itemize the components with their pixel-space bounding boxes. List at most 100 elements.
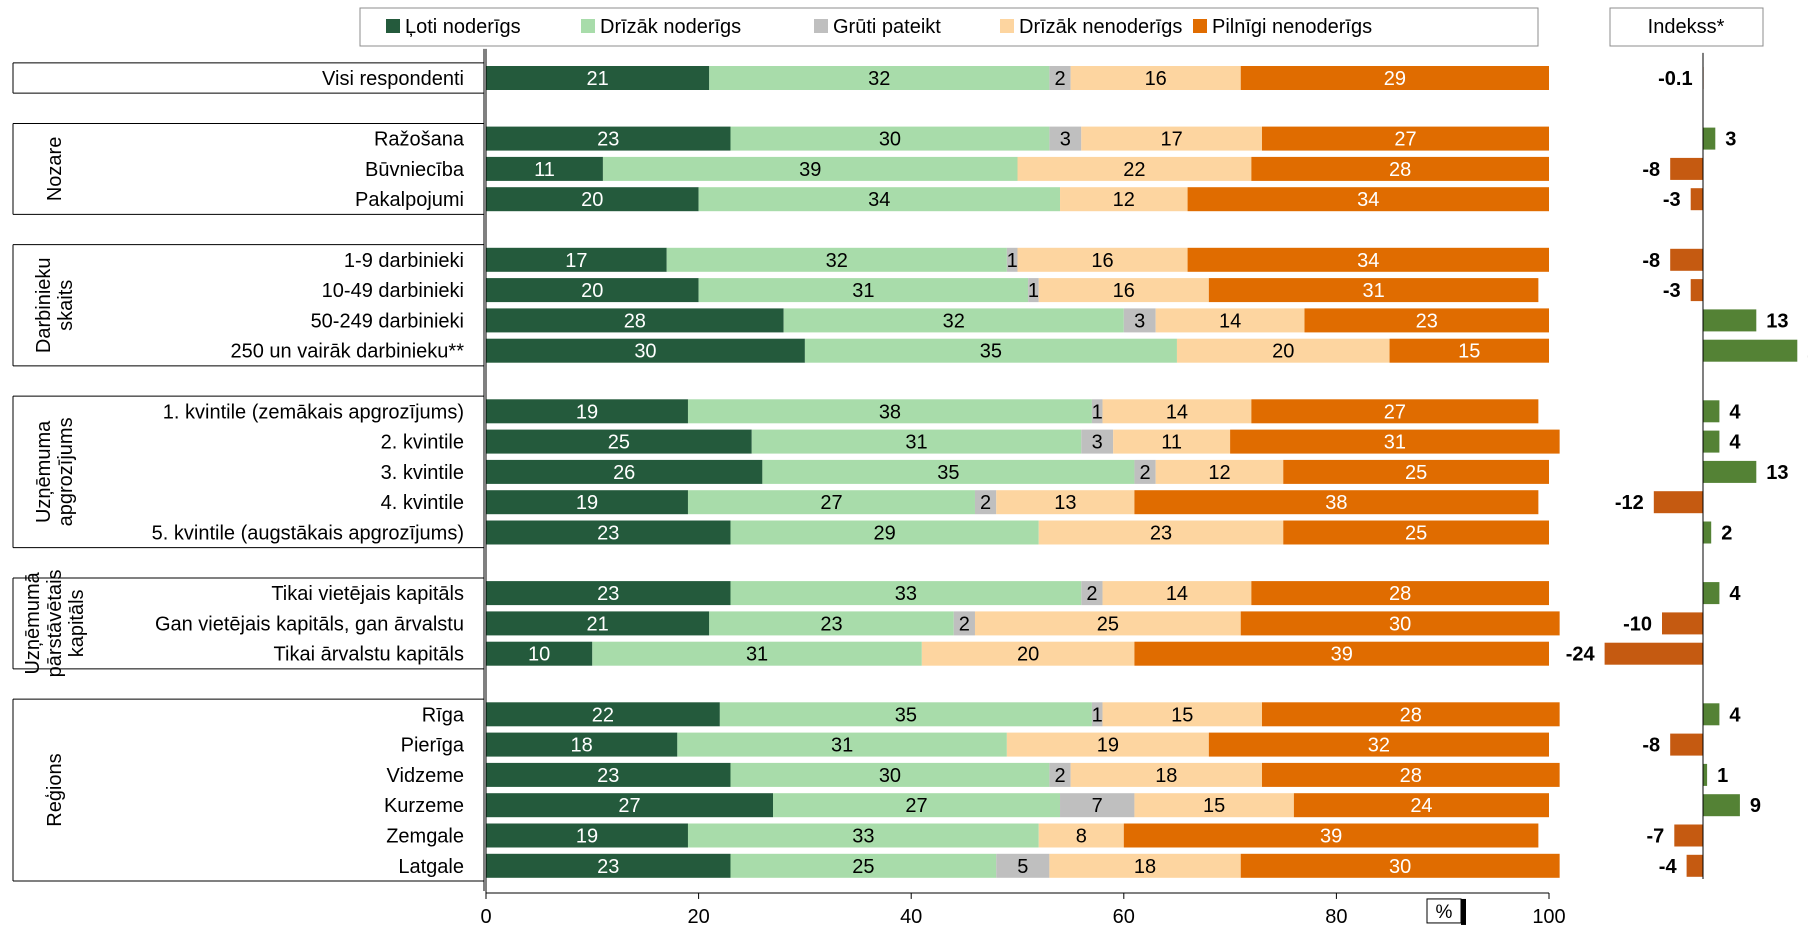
bar-segment — [1017, 247, 1188, 272]
data-label: 18 — [571, 735, 593, 757]
data-label: 38 — [1325, 492, 1347, 514]
index-bar — [1690, 279, 1703, 302]
index-bar — [1670, 248, 1703, 271]
data-label: 33 — [895, 583, 917, 605]
bar-segment — [1113, 429, 1231, 454]
bar-segment — [730, 762, 1050, 787]
category-label: Kurzeme — [384, 795, 464, 817]
bar-segment — [762, 459, 1135, 484]
bar-segment — [1208, 732, 1549, 757]
bar-segment — [1251, 581, 1549, 606]
bar-segment — [486, 611, 710, 636]
index-value: 9 — [1750, 795, 1761, 817]
legend-label: Ļoti noderīgs — [405, 16, 521, 38]
bar-segment — [1102, 399, 1252, 424]
category-label: 1. kvintile (zemākais apgrozījums) — [163, 401, 464, 423]
data-label: 23 — [597, 856, 619, 878]
index-bar — [1703, 400, 1720, 423]
index-bar — [1604, 642, 1703, 665]
bar-segment — [719, 702, 1092, 727]
index-value: 4 — [1729, 583, 1741, 605]
bar-segment — [1091, 702, 1103, 727]
index-bar — [1703, 521, 1712, 544]
bar-segment — [1049, 762, 1071, 787]
data-label: 14 — [1219, 310, 1241, 332]
category-label: Vidzeme — [387, 765, 464, 787]
bar-segment — [804, 338, 1177, 363]
bar-segment — [1049, 853, 1241, 878]
bar-segment — [773, 793, 1061, 818]
index-bar — [1674, 824, 1703, 847]
bar-segment — [783, 308, 1124, 333]
unit-label-box — [1426, 898, 1462, 924]
bar-segment — [1134, 490, 1539, 515]
category-label: 5. kvintile (augstākais apgrozījums) — [152, 523, 464, 545]
data-label: 32 — [868, 68, 890, 90]
category-label: Būvniecība — [365, 159, 465, 181]
bar-segment — [592, 641, 922, 666]
bar-segment — [486, 762, 731, 787]
data-label: 16 — [1113, 280, 1135, 302]
index-bar — [1703, 430, 1720, 453]
bar-segment — [953, 611, 975, 636]
data-label: 8 — [1076, 826, 1087, 848]
data-label: 1 — [1007, 250, 1018, 272]
bar-segment — [1070, 762, 1262, 787]
data-label: 35 — [937, 462, 959, 484]
category-label: 10-49 darbinieki — [322, 280, 464, 302]
bar-segment — [1261, 762, 1560, 787]
x-tick-label: 40 — [900, 906, 922, 927]
bar-segment — [1389, 338, 1549, 363]
bar-segment — [486, 793, 774, 818]
data-label: 2 — [980, 492, 991, 514]
data-label: 30 — [634, 341, 656, 363]
bar-segment — [1134, 793, 1294, 818]
bar-segment — [1283, 459, 1549, 484]
data-label: 26 — [613, 462, 635, 484]
index-bar — [1662, 612, 1703, 635]
bar-segment — [486, 702, 720, 727]
legend-label: Drīzāk nenoderīgs — [1019, 16, 1182, 38]
data-label: 32 — [826, 250, 848, 272]
bar-segment — [1038, 278, 1209, 303]
data-label: 15 — [1458, 341, 1480, 363]
data-label: 3 — [1134, 310, 1145, 332]
bar-segment — [687, 490, 975, 515]
index-value: -7 — [1647, 826, 1665, 848]
bar-segment — [698, 187, 1061, 212]
data-label: 28 — [1400, 765, 1422, 787]
x-tick-label: 100 — [1532, 906, 1565, 927]
data-label: 2 — [1086, 583, 1097, 605]
bar-segment — [1304, 308, 1549, 333]
data-label: 27 — [820, 492, 842, 514]
bar-segment — [1134, 641, 1549, 666]
bar-segment — [730, 520, 1039, 545]
legend-swatch — [581, 19, 595, 33]
index-value: -3 — [1663, 189, 1681, 211]
data-label: 23 — [597, 765, 619, 787]
bar-segment — [730, 126, 1050, 151]
bar-segment — [486, 490, 688, 515]
data-label: 39 — [799, 159, 821, 181]
data-label: 30 — [879, 129, 901, 151]
bar-segment — [1155, 308, 1305, 333]
data-label: 17 — [565, 250, 587, 272]
data-label: 39 — [1331, 644, 1353, 666]
category-label: Pakalpojumi — [355, 189, 464, 211]
bar-segment — [666, 247, 1007, 272]
index-value: 13 — [1766, 462, 1788, 484]
index-value: 1 — [1717, 765, 1728, 787]
data-label: 2 — [1139, 462, 1150, 484]
data-label: 3 — [1060, 129, 1071, 151]
data-label: 11 — [1161, 432, 1182, 454]
data-label: 34 — [1357, 250, 1379, 272]
category-label: 1-9 darbinieki — [344, 250, 464, 272]
data-label: 29 — [1384, 68, 1406, 90]
index-bar — [1686, 854, 1703, 877]
bar-segment — [486, 823, 688, 848]
bar-segment — [1261, 126, 1549, 151]
bar-segment — [1081, 126, 1262, 151]
bar-segment — [698, 278, 1029, 303]
index-bar — [1703, 794, 1740, 817]
index-value: -10 — [1623, 613, 1652, 635]
